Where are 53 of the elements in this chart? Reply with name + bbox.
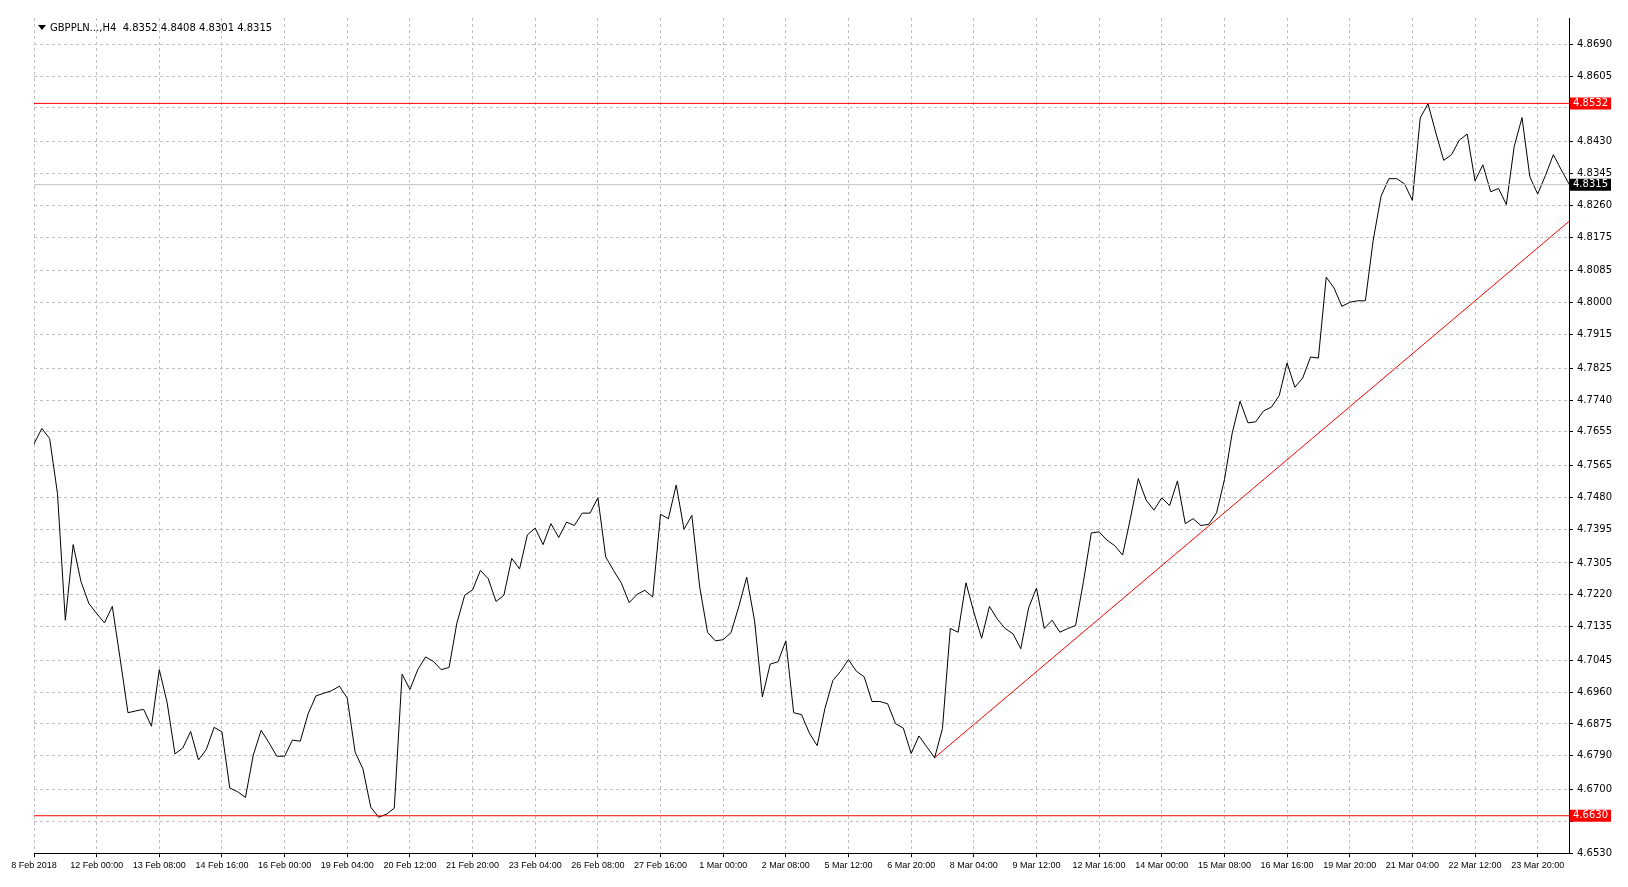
y-tick-label: 4.7825 bbox=[1577, 361, 1613, 373]
x-tick-label: 16 Feb 00:00 bbox=[258, 860, 312, 871]
y-tick-label: 4.7565 bbox=[1577, 459, 1613, 471]
y-tick-label: 4.7220 bbox=[1577, 588, 1613, 600]
y-tick-label: 4.8175 bbox=[1577, 230, 1613, 242]
y-tick-label: 4.6875 bbox=[1577, 717, 1613, 729]
ref-line-label: 4.6630 bbox=[1573, 809, 1609, 821]
x-tick-label: 16 Mar 16:00 bbox=[1260, 860, 1314, 871]
x-tick-label: 5 Mar 12:00 bbox=[824, 860, 873, 871]
y-tick-label: 4.7395 bbox=[1577, 522, 1613, 534]
x-tick-label: 19 Feb 04:00 bbox=[320, 860, 374, 871]
x-tick-label: 23 Mar 20:00 bbox=[1511, 860, 1565, 871]
y-tick-label: 4.8690 bbox=[1577, 37, 1613, 49]
y-tick-label: 4.7305 bbox=[1577, 556, 1613, 568]
x-tick-label: 14 Mar 00:00 bbox=[1135, 860, 1189, 871]
x-tick-label: 1 Mar 00:00 bbox=[699, 860, 748, 871]
x-tick-label: 19 Mar 20:00 bbox=[1323, 860, 1377, 871]
x-tick-label: 21 Feb 20:00 bbox=[446, 860, 500, 871]
x-tick-label: 27 Feb 16:00 bbox=[634, 860, 688, 871]
x-tick-label: 22 Mar 12:00 bbox=[1448, 860, 1502, 871]
y-tick-label: 4.8085 bbox=[1577, 264, 1613, 276]
y-tick-label: 4.8000 bbox=[1577, 296, 1613, 308]
y-tick-label: 4.6700 bbox=[1577, 783, 1613, 795]
x-tick-label: 12 Mar 16:00 bbox=[1072, 860, 1126, 871]
x-tick-label: 9 Mar 12:00 bbox=[1012, 860, 1061, 871]
x-tick-label: 6 Mar 20:00 bbox=[887, 860, 936, 871]
y-tick-label: 4.8345 bbox=[1577, 167, 1613, 179]
y-tick-label: 4.7915 bbox=[1577, 328, 1613, 340]
x-tick-label: 14 Feb 16:00 bbox=[195, 860, 249, 871]
x-tick-label: 8 Mar 04:00 bbox=[949, 860, 998, 871]
x-tick-label: 15 Mar 08:00 bbox=[1197, 860, 1251, 871]
x-tick-label: 12 Feb 00:00 bbox=[70, 860, 124, 871]
y-tick-label: 4.6530 bbox=[1577, 846, 1613, 858]
y-tick-label: 4.8430 bbox=[1577, 135, 1613, 147]
chart-title: GBPPLN...,H4 4.8352 4.8408 4.8301 4.8315 bbox=[50, 21, 273, 33]
y-tick-label: 4.7135 bbox=[1577, 620, 1613, 632]
y-tick-label: 4.6790 bbox=[1577, 749, 1613, 761]
x-tick-label: 21 Mar 04:00 bbox=[1385, 860, 1439, 871]
ref-line-label: 4.8532 bbox=[1573, 96, 1609, 108]
x-tick-label: 26 Feb 08:00 bbox=[571, 860, 625, 871]
y-tick-label: 4.7740 bbox=[1577, 393, 1613, 405]
y-tick-label: 4.8260 bbox=[1577, 198, 1613, 210]
x-tick-label: 13 Feb 08:00 bbox=[132, 860, 186, 871]
ref-line-label: 4.8315 bbox=[1573, 178, 1609, 190]
x-tick-label: 23 Feb 04:00 bbox=[508, 860, 562, 871]
y-tick-label: 4.7480 bbox=[1577, 490, 1613, 502]
y-tick-label: 4.6960 bbox=[1577, 685, 1613, 697]
y-tick-label: 4.8605 bbox=[1577, 69, 1613, 81]
x-tick-label: 2 Mar 08:00 bbox=[761, 860, 810, 871]
y-tick-label: 4.7655 bbox=[1577, 425, 1613, 437]
x-tick-label: 20 Feb 12:00 bbox=[383, 860, 437, 871]
x-tick-label: 8 Feb 2018 bbox=[11, 860, 57, 871]
y-tick-label: 4.7045 bbox=[1577, 653, 1613, 665]
